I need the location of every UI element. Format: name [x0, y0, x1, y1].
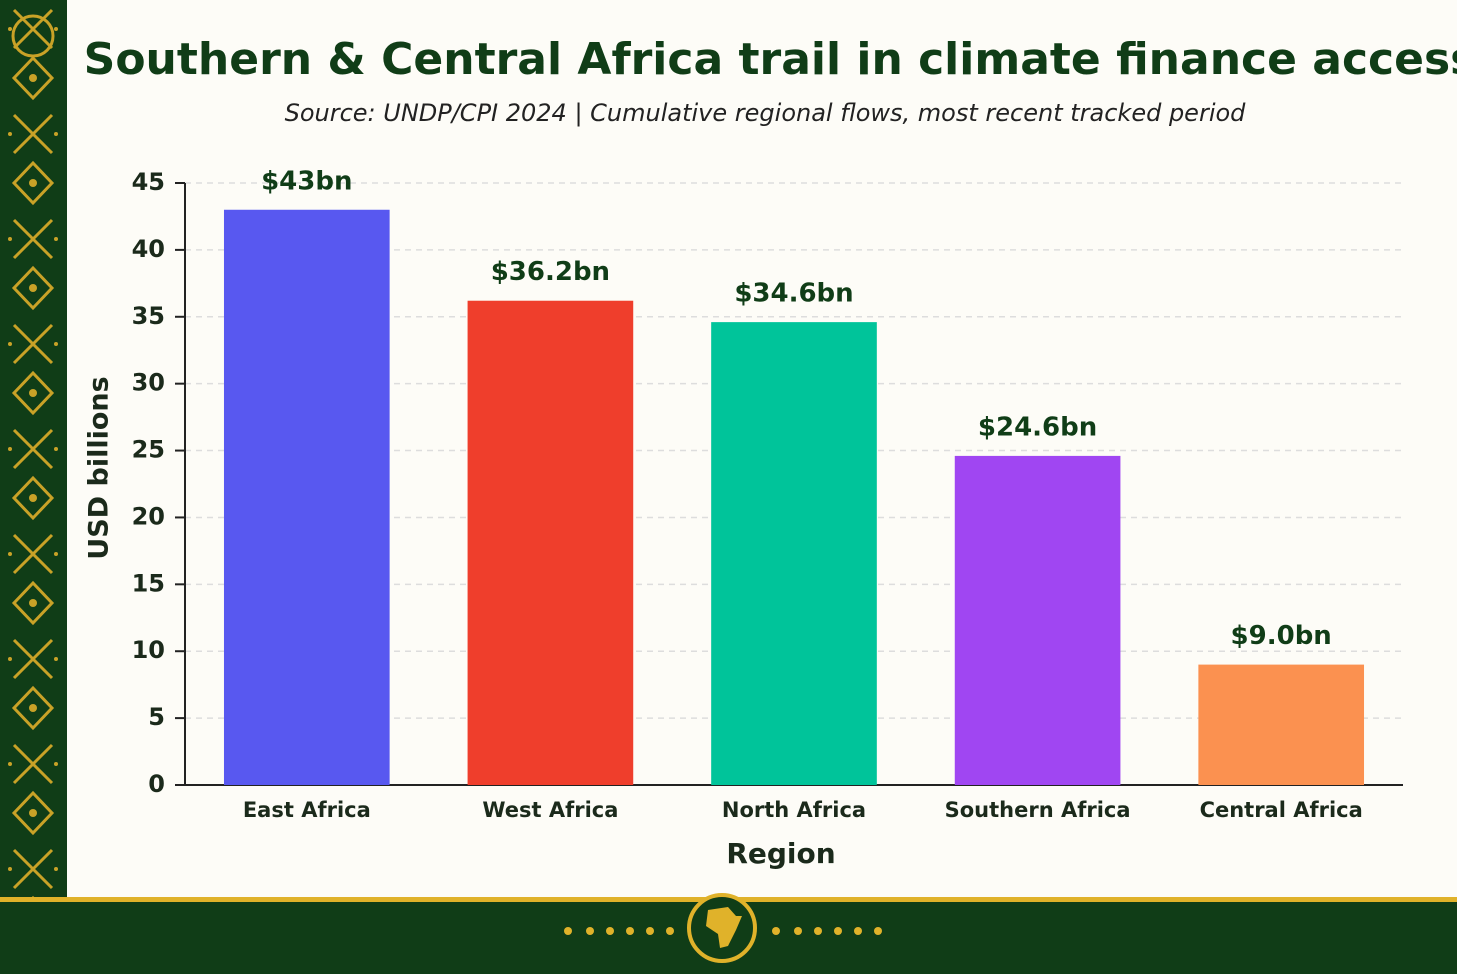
value-label: $36.2bn — [491, 257, 610, 287]
y-tick-label: 15 — [132, 569, 165, 597]
bar — [467, 300, 634, 785]
bar — [223, 209, 390, 785]
chart-subtitle: Source: UNDP/CPI 2024 | Cumulative regio… — [285, 99, 1247, 127]
x-tick-label: East Africa — [243, 798, 371, 822]
ornament — [11, 14, 55, 58]
value-label: $24.6bn — [978, 412, 1097, 442]
chart-title: Southern & Central Africa trail in clima… — [84, 34, 1457, 85]
left-border — [0, 0, 67, 898]
x-axis-label: Region — [726, 837, 835, 870]
value-label: $9.0bn — [1231, 621, 1332, 651]
y-tick-label: 30 — [132, 369, 165, 397]
y-tick-label: 35 — [132, 302, 165, 330]
x-tick-label: West Africa — [482, 798, 618, 822]
y-tick-label: 10 — [132, 636, 165, 664]
bar — [954, 455, 1121, 785]
y-tick-label: 5 — [148, 703, 165, 731]
y-tick-label: 20 — [132, 502, 165, 530]
x-tick-label: Southern Africa — [945, 798, 1131, 822]
x-tick-label: Central Africa — [1200, 798, 1363, 822]
bar — [1198, 664, 1365, 785]
footer-dots — [564, 927, 882, 935]
x-tick-label: North Africa — [722, 798, 866, 822]
y-tick-label: 25 — [132, 436, 165, 464]
y-tick-label: 45 — [132, 168, 165, 196]
africa-icon — [706, 907, 742, 948]
bar — [711, 322, 877, 785]
y-tick-label: 0 — [148, 770, 165, 798]
y-tick-label: 40 — [132, 235, 165, 263]
value-label: $34.6bn — [734, 279, 853, 309]
y-axis-label: USD billions — [84, 376, 115, 559]
value-label: $43bn — [261, 166, 352, 196]
